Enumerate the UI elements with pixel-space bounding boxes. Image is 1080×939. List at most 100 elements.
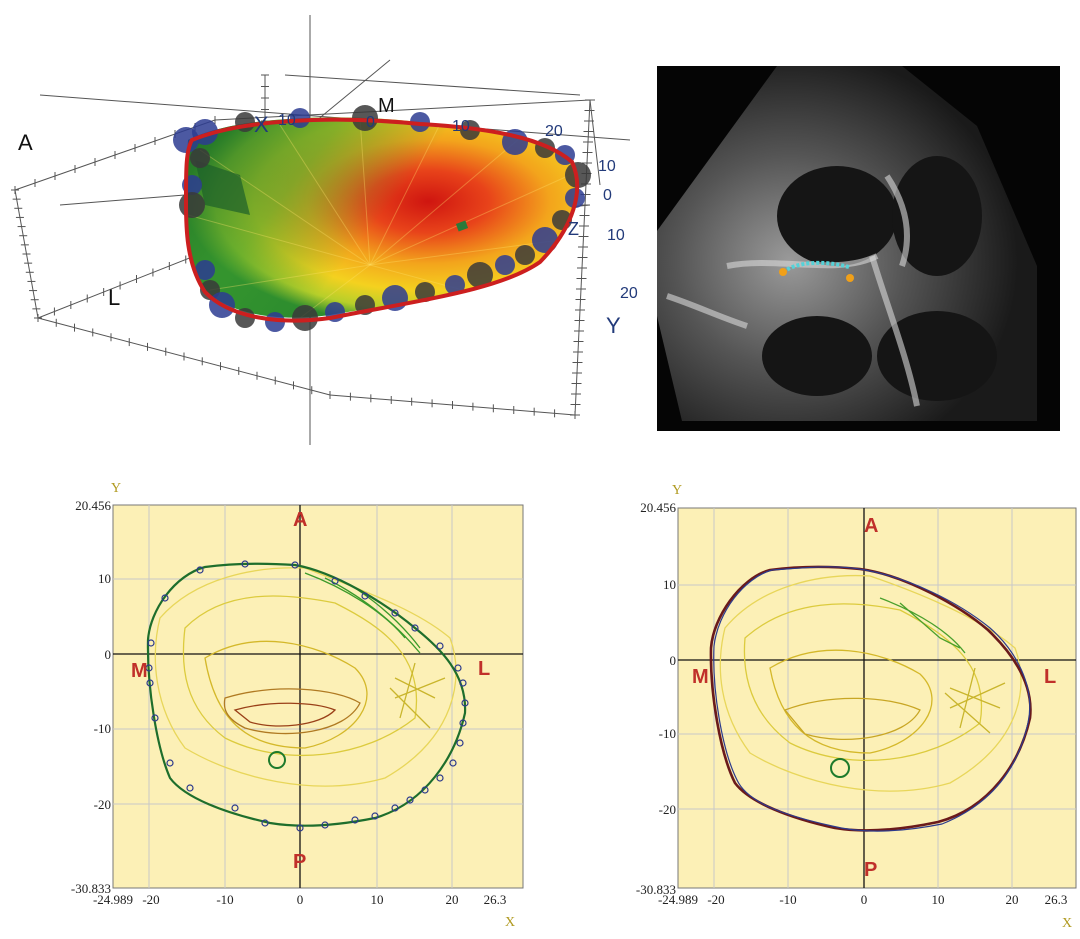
centroid-marker [830,758,850,778]
y-tick-bottom: -30.833 [636,882,676,897]
y-tick-2: 0 [603,187,612,204]
axis-x-label: X [1062,916,1072,928]
y-tick-10: 10 [98,571,111,586]
annulus-marker [445,275,465,295]
y-tick-top: 20.456 [75,498,111,513]
y-tick-3: 10 [607,227,625,244]
annulus-point [461,699,469,707]
annulus-marker [515,245,535,265]
annulus-marker [290,108,310,128]
annulus-point [151,714,159,722]
label-l: L [108,285,120,310]
orientation-posterior: P [864,859,877,881]
x-tick-3: 10 [452,118,470,135]
annulus-point [147,639,155,647]
annulus-outline [183,117,580,323]
orientation-lateral: L [478,658,490,680]
annulus-point [231,804,239,812]
annulus-point [166,759,174,767]
x-tick-0: 0 [861,892,868,907]
annulus-point [411,624,419,632]
contour-plot-right: A P M L Y X 20.456 10 0 -10 -20 -30.833 … [620,478,1080,931]
annulus-point [436,642,444,650]
annulus-point [456,739,464,747]
y-tick-minus20: -20 [659,802,676,817]
x-tick-2: 0 [366,114,375,131]
annulus-marker [265,312,285,332]
x-tick-0: 0 [297,892,304,907]
orientation-lateral: L [1044,666,1056,688]
label-x: X [254,112,269,137]
x-tick-minus20: -20 [142,892,159,907]
x-tick-max: 26.3 [1045,892,1068,907]
annulus-marker [352,105,378,131]
annulus-point [459,719,467,727]
y-tick-0: 0 [105,647,112,662]
label-a: A [18,130,33,155]
annulus-point [351,816,359,824]
annulus-outline [146,562,467,827]
annulus-marker [190,148,210,168]
x-tick-minus10: -10 [779,892,796,907]
y-tick-bottom: -30.833 [71,881,111,896]
annulus-point [145,664,153,672]
annulus-point [454,664,462,672]
contour-plot-left: A P M L Y X 20.456 10 0 -10 -20 -30.833 … [55,478,525,930]
y-tick-0: 0 [670,653,677,668]
axis-y-label: Y [111,481,121,496]
y-tick-minus20: -20 [94,797,111,812]
x-ticks: -24.989 -20 -10 0 10 20 26.3 [658,892,1067,907]
annulus-point [291,561,299,569]
x-tick-max: 26.3 [484,892,507,907]
annulus-point [406,796,414,804]
axis-y-label: Y [672,483,682,498]
annulus-point [186,784,194,792]
echocardiogram-image [657,66,1060,431]
annulus-point [161,594,169,602]
centroid-marker [268,751,286,769]
annulus-point [196,566,204,574]
x-ticks: -24.989 -20 -10 0 10 20 26.3 [93,892,506,907]
annulus-fit-outline [709,565,1032,832]
x-tick-1: 10 [278,112,296,129]
annulus-marker [467,262,493,288]
annulus-marker [292,305,318,331]
x-tick-20: 20 [1006,892,1019,907]
x-tick-minus10: -10 [216,892,233,907]
y-tick-4: 20 [620,285,638,302]
orientation-posterior: P [293,851,306,873]
orientation-anterior: A [864,515,878,537]
annulus-point [449,759,457,767]
annulus-marker [195,260,215,280]
annulus-marker [532,227,558,253]
x-tick-10: 10 [371,892,384,907]
label-y: Y [606,313,621,338]
annulus-point [261,819,269,827]
annulus-endpoint-right [846,274,854,282]
x-tick-minus20: -20 [707,892,724,907]
label-m: M [378,95,395,117]
orientation-medial: M [692,666,709,688]
y-tick-1: 10 [598,158,616,175]
x-tick-min: -24.989 [658,892,698,907]
x-tick-min: -24.989 [93,892,133,907]
annulus-point [371,812,379,820]
y-tick-minus10: -10 [94,721,111,736]
y-tick-minus10: -10 [659,726,676,741]
annulus-point [391,804,399,812]
annulus-point [296,824,304,832]
annulus-point [436,774,444,782]
annulus-point [361,592,369,600]
annulus-point [331,577,339,585]
annulus-endpoint-left [779,268,787,276]
annulus-point [421,786,429,794]
x-tick-4: 20 [545,123,563,140]
axis-x-label: X [505,915,515,928]
annulus-points [145,560,469,832]
label-z: Z [568,219,579,239]
annulus-marker [495,255,515,275]
y-ticks: 20.456 10 0 -10 -20 -30.833 [636,500,677,897]
annulus-trace [781,260,850,274]
annulus-point [321,821,329,829]
annulus-raw-outline [713,566,1031,832]
